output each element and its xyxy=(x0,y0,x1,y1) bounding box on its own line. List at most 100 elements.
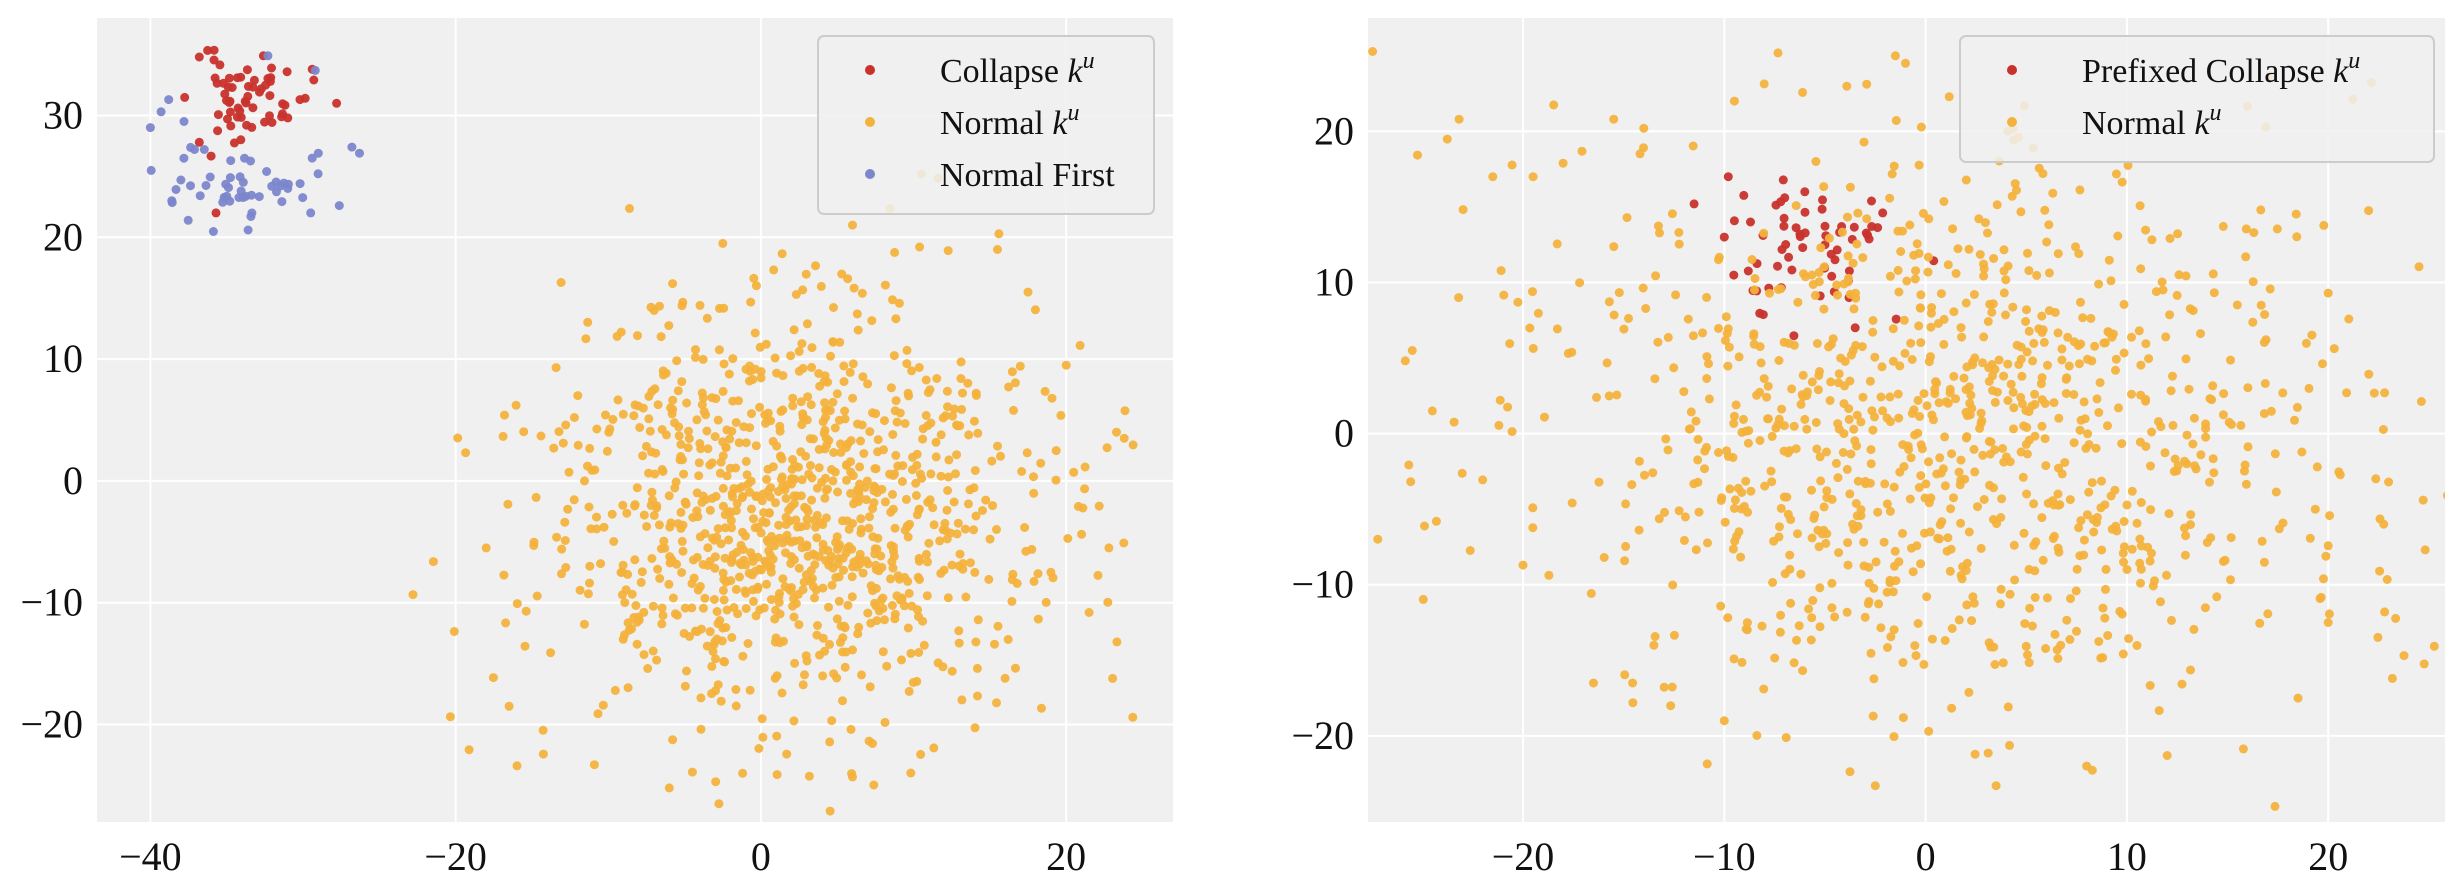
data-point xyxy=(682,666,691,676)
data-point xyxy=(710,563,720,573)
data-point xyxy=(2003,359,2013,369)
data-point xyxy=(1891,576,1901,586)
data-point xyxy=(2323,288,2333,298)
data-point xyxy=(1779,421,1789,431)
data-point xyxy=(746,476,756,486)
data-point xyxy=(2147,427,2157,437)
data-point xyxy=(2028,356,2038,366)
data-point xyxy=(1036,458,1046,468)
data-point xyxy=(844,542,854,551)
data-point xyxy=(2098,603,2108,613)
data-point xyxy=(818,671,828,681)
data-point xyxy=(981,495,991,505)
data-point xyxy=(1734,352,1744,362)
data-point xyxy=(783,535,793,545)
data-point xyxy=(948,411,957,421)
data-point xyxy=(751,281,761,291)
data-point xyxy=(718,238,728,248)
data-point xyxy=(306,208,316,218)
data-point xyxy=(538,725,548,735)
data-point xyxy=(826,351,835,361)
data-point xyxy=(810,593,819,603)
data-point xyxy=(1776,503,1786,513)
data-point xyxy=(1885,193,1895,203)
data-point xyxy=(630,555,640,565)
data-point xyxy=(791,290,801,299)
data-point xyxy=(941,526,951,536)
data-point xyxy=(2030,593,2040,602)
data-point xyxy=(1920,493,1930,503)
data-point xyxy=(199,145,209,154)
data-point xyxy=(190,145,199,154)
data-point xyxy=(2065,495,2075,505)
data-point xyxy=(749,596,758,606)
data-point xyxy=(223,82,233,92)
data-point xyxy=(1716,601,1726,611)
data-point xyxy=(1837,227,1847,237)
data-point xyxy=(2201,424,2211,434)
data-point xyxy=(719,359,729,369)
data-point xyxy=(1528,172,1538,182)
data-point xyxy=(692,506,702,516)
data-point xyxy=(726,516,736,526)
data-point xyxy=(1859,537,1869,547)
data-point xyxy=(2030,399,2040,409)
data-point xyxy=(512,599,522,609)
data-point xyxy=(888,504,898,514)
data-point xyxy=(886,541,896,551)
data-point xyxy=(840,414,850,424)
data-point xyxy=(792,491,802,501)
data-point xyxy=(211,208,221,218)
data-point xyxy=(1720,517,1730,527)
data-point xyxy=(1812,444,1822,454)
data-point xyxy=(1899,315,1909,325)
data-point xyxy=(969,416,979,426)
data-point xyxy=(1961,298,1971,308)
data-point xyxy=(2078,313,2088,323)
data-point xyxy=(1604,297,1614,307)
data-point xyxy=(873,447,883,457)
data-point xyxy=(2135,437,2145,447)
data-point xyxy=(803,392,813,402)
data-point xyxy=(942,505,952,515)
data-point xyxy=(2399,651,2409,661)
data-point xyxy=(929,743,939,753)
data-point xyxy=(2414,262,2424,272)
data-point xyxy=(2335,470,2345,480)
data-point xyxy=(724,369,734,379)
data-point xyxy=(569,495,579,505)
data-point xyxy=(849,499,859,509)
data-point xyxy=(1639,123,1649,133)
data-point xyxy=(703,444,713,454)
data-point xyxy=(800,670,809,680)
data-point xyxy=(720,657,730,667)
data-point xyxy=(2101,584,2110,594)
data-point xyxy=(2005,740,2014,750)
data-point xyxy=(1679,387,1689,397)
data-point xyxy=(727,426,737,436)
data-point xyxy=(733,609,743,619)
data-point xyxy=(943,472,953,482)
data-point xyxy=(613,395,623,405)
data-point xyxy=(213,110,223,120)
data-point xyxy=(840,406,850,416)
data-point xyxy=(1839,429,1849,439)
data-point xyxy=(1594,477,1604,487)
data-point xyxy=(180,92,190,102)
legend-marker xyxy=(865,169,875,179)
data-point xyxy=(1454,293,1464,303)
data-point xyxy=(2243,442,2253,452)
data-point xyxy=(888,489,897,499)
data-point xyxy=(2074,359,2084,369)
data-point xyxy=(2136,498,2146,507)
data-point xyxy=(1499,290,1509,300)
data-point xyxy=(708,646,718,656)
data-point xyxy=(836,439,845,449)
data-point xyxy=(1946,504,1956,514)
data-point xyxy=(1037,703,1046,713)
data-point xyxy=(1655,228,1664,238)
data-point xyxy=(742,470,752,480)
data-point xyxy=(781,494,791,503)
data-point xyxy=(2091,443,2101,453)
